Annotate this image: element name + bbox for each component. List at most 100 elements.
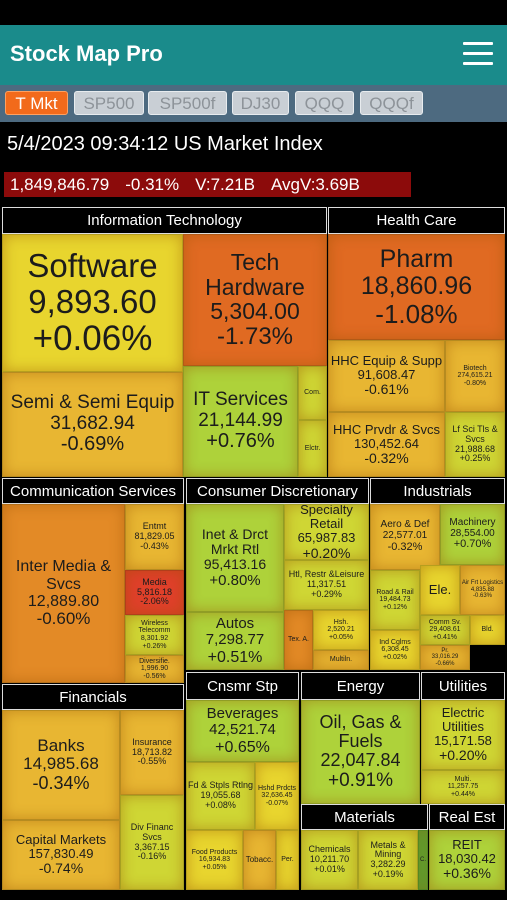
tile[interactable]: Tech Hardware 5,304.00 -1.73% <box>183 234 327 366</box>
tile-name: Hshd Prdcts <box>257 784 297 792</box>
tile[interactable]: Multi. 11,257.75 +0.44% <box>421 770 505 804</box>
tile[interactable]: Diversifie. 1,996.90 -0.56% <box>125 655 184 683</box>
tile[interactable]: Machinery 28,554.00 +0.70% <box>440 504 505 565</box>
tile[interactable]: Specialty Retail 65,987.83 +0.20% <box>284 504 369 560</box>
tile[interactable]: Metals & Mining 3,282.29 +0.19% <box>358 830 418 890</box>
tile[interactable]: Electric Utilities 15,171.58 +0.20% <box>421 700 505 770</box>
tab[interactable]: SP500f <box>148 91 227 115</box>
sector-header: Materials <box>301 804 428 830</box>
tile[interactable]: Media 5,816.18 -2.06% <box>125 570 184 615</box>
tile[interactable]: Biotech 274,615.21 -0.80% <box>445 340 505 412</box>
tile-name: Com. <box>304 389 321 397</box>
tile[interactable]: Inter Media & Svcs 12,889.80 -0.60% <box>2 504 125 683</box>
tile[interactable]: Chemicals 10,211.70 +0.01% <box>301 830 358 890</box>
tile[interactable]: Banks 14,985.68 -0.34% <box>2 710 120 820</box>
tab[interactable]: QQQ <box>295 91 354 115</box>
tile-name: C. <box>420 856 426 863</box>
tile[interactable]: Htl, Restr &Leisure 11,317.51 +0.29% <box>284 560 369 610</box>
tile[interactable]: Road & Rail 19,484.73 +0.12% <box>370 570 420 630</box>
tile[interactable]: IT Services 21,144.99 +0.76% <box>183 366 298 477</box>
tile[interactable]: C. <box>418 830 428 890</box>
tile[interactable]: Hsh. 2,520.21 +0.05% <box>313 610 369 650</box>
tile[interactable]: Ele. <box>420 565 460 615</box>
tile-change: -0.32% <box>387 540 423 553</box>
tile-value: 33,016.29 <box>431 654 459 661</box>
tile[interactable]: Div Financ Svcs 3,367.15 -0.16% <box>120 795 184 890</box>
menu-button[interactable] <box>463 42 493 66</box>
sector-header: Health Care <box>328 207 505 234</box>
tile-name: Wireless Telecomm <box>138 619 171 635</box>
tile[interactable]: HHC Equip & Supp 91,608.47 -0.61% <box>328 340 445 412</box>
tile[interactable]: Tobacc. <box>243 830 276 890</box>
tile[interactable]: Pharm 18,860.96 -1.08% <box>328 234 505 340</box>
tile-change: -0.56% <box>143 672 166 680</box>
tile-value: 5,816.18 <box>136 586 173 597</box>
tile[interactable]: Multiln. <box>313 650 369 670</box>
sector-header: Industrials <box>370 478 505 504</box>
tile[interactable]: Comm Sv. 29,408.61 +0.41% <box>420 615 470 645</box>
tab[interactable]: QQQf <box>360 91 423 115</box>
tab[interactable]: DJ30 <box>232 91 289 115</box>
tile[interactable]: Air Frt Logistics 4,835.88 -0.63% <box>460 565 505 615</box>
tile[interactable]: Semi & Semi Equip 31,682.94 -0.69% <box>2 372 183 477</box>
tile[interactable]: Inet & Drct Mrkt Rtl 95,413.16 +0.80% <box>186 504 284 612</box>
tile-name: Metals & Mining <box>370 839 406 860</box>
tile-name: Multiln. <box>329 656 353 664</box>
tile[interactable]: Lf Sci Tls & Svcs 21,988.68 +0.25% <box>445 412 505 477</box>
tile-value: 8,301.92 <box>140 635 169 642</box>
tile[interactable]: Wireless Telecomm 8,301.92 +0.26% <box>125 615 184 655</box>
tile[interactable]: Pr. 33,016.29 -0.66% <box>420 645 470 670</box>
tile[interactable]: Fd & Stpls Rtlng 19,055.68 +0.08% <box>186 762 255 830</box>
tile-change: +0.01% <box>314 863 345 874</box>
tile[interactable]: Capital Markets 157,830.49 -0.74% <box>2 820 120 890</box>
tile[interactable]: Elctr. <box>298 420 327 477</box>
tile[interactable]: Autos 7,298.77 +0.51% <box>186 612 284 670</box>
tile[interactable]: Tex. A. <box>284 610 313 670</box>
tile-name: Banks <box>37 735 85 755</box>
tile[interactable]: HHC Prvdr & Svcs 130,452.64 -0.32% <box>328 412 445 477</box>
tile-name: Diversifie. <box>139 657 170 665</box>
index-summary: 1,849,846.79 -0.31% V:7.21B AvgV:3.69B <box>4 172 411 197</box>
tile-value: 81,829.05 <box>134 531 175 542</box>
tile[interactable]: Software 9,893.60 +0.06% <box>2 234 183 372</box>
tile[interactable]: Com. <box>298 366 327 420</box>
tile[interactable]: Ind Cglms 6,308.45 +0.02% <box>370 630 420 670</box>
tile-value: 2,520.21 <box>327 626 355 634</box>
tile-change: -0.63% <box>472 593 492 600</box>
status-bar <box>0 0 507 25</box>
tile-name: Beverages <box>206 705 279 723</box>
tile-value: 11,317.51 <box>306 579 347 590</box>
tile-name: HHC Prvdr & Svcs <box>333 421 440 437</box>
tile-name: Oil, Gas & Fuels <box>319 711 402 752</box>
tile[interactable]: Insurance 18,713.82 -0.55% <box>120 710 184 795</box>
tile-change: +0.12% <box>383 603 407 611</box>
tile[interactable]: REIT 18,030.42 +0.36% <box>429 830 505 890</box>
tile[interactable]: Oil, Gas & Fuels 22,047.84 +0.91% <box>301 700 420 804</box>
tile-change: +0.80% <box>209 571 261 589</box>
tile-change: +0.02% <box>383 653 407 661</box>
tile[interactable]: Entmt 81,829.05 -0.43% <box>125 504 184 570</box>
tile-change: +0.25% <box>459 453 491 464</box>
tile-value: 95,413.16 <box>203 556 267 573</box>
tile-name: Div Financ Svcs <box>130 822 174 842</box>
tile-name: REIT <box>452 837 482 853</box>
tile-name: Tex. A. <box>287 636 309 644</box>
timestamp: 5/4/2023 09:34:12 US Market Index <box>7 133 323 155</box>
tile-name: Tobacc. <box>245 854 274 864</box>
tile-value: 15,171.58 <box>434 733 492 749</box>
tile[interactable]: Per. <box>276 830 299 890</box>
tile[interactable]: Food Products 16,934.83 +0.05% <box>186 830 243 890</box>
tile-value: 18,030.42 <box>438 851 496 867</box>
tab[interactable]: T Mkt <box>5 91 68 115</box>
tile-name: Semi & Semi Equip <box>10 392 175 414</box>
tile-name: Road & Rail <box>376 588 414 596</box>
tile[interactable]: Beverages 42,521.74 +0.65% <box>186 700 299 762</box>
tile-value: 9,893.60 <box>28 283 157 321</box>
tile[interactable]: Aero & Def 22,577.01 -0.32% <box>370 504 440 570</box>
tile[interactable]: Hshd Prdcts 32,636.45 -0.07% <box>255 762 299 830</box>
tile-name: Ind Cglms <box>379 638 411 646</box>
tile[interactable]: Bld. <box>470 615 505 645</box>
tab[interactable]: SP500 <box>74 91 144 115</box>
tile-change: -0.61% <box>364 381 409 398</box>
tile-value: 65,987.83 <box>297 530 356 546</box>
